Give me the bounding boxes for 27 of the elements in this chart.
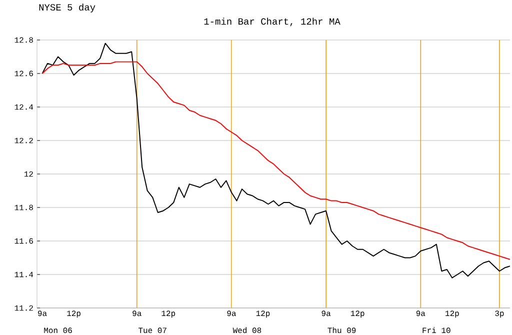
x-tick-label: 9a (416, 310, 426, 316)
x-tick-label: Thu 09 (328, 327, 356, 334)
x-tick-label: Fri 10 (422, 327, 450, 334)
y-tick-label: 11.6 (14, 238, 33, 244)
x-tick-label: 9a (38, 310, 47, 316)
y-tick-label: 12.8 (14, 37, 33, 43)
x-tick-label: Mon 06 (44, 328, 72, 334)
x-tick-label: 12p (67, 310, 80, 318)
y-tick-label: 12.2 (14, 138, 33, 144)
chart-title: NYSE 5 day (39, 4, 96, 12)
x-tick-label: 12p (446, 310, 459, 318)
y-tick-label: 12.6 (14, 70, 33, 76)
y-tick-label: 11.2 (14, 305, 33, 311)
x-tick-label: Wed 08 (232, 327, 262, 334)
x-tick-label: 12p (256, 310, 270, 318)
y-tick-label: 12.4 (14, 104, 34, 110)
x-tick-label: 3p (495, 310, 504, 318)
x-tick-label: 12p (350, 310, 364, 318)
x-tick-label: 9a (132, 310, 142, 316)
chart-subtitle: 1-min Bar Chart, 12hr MA (204, 18, 340, 26)
y-tick-label: 11.4 (14, 272, 34, 278)
x-tick-label: 9a (227, 310, 236, 316)
x-tick-label: Tue 07 (138, 328, 166, 334)
x-tick-label: 9a (322, 310, 331, 316)
x-tick-label: 12p (162, 310, 176, 318)
y-tick-label: 11.8 (14, 204, 33, 210)
y-tick-label: 12 (24, 171, 33, 177)
